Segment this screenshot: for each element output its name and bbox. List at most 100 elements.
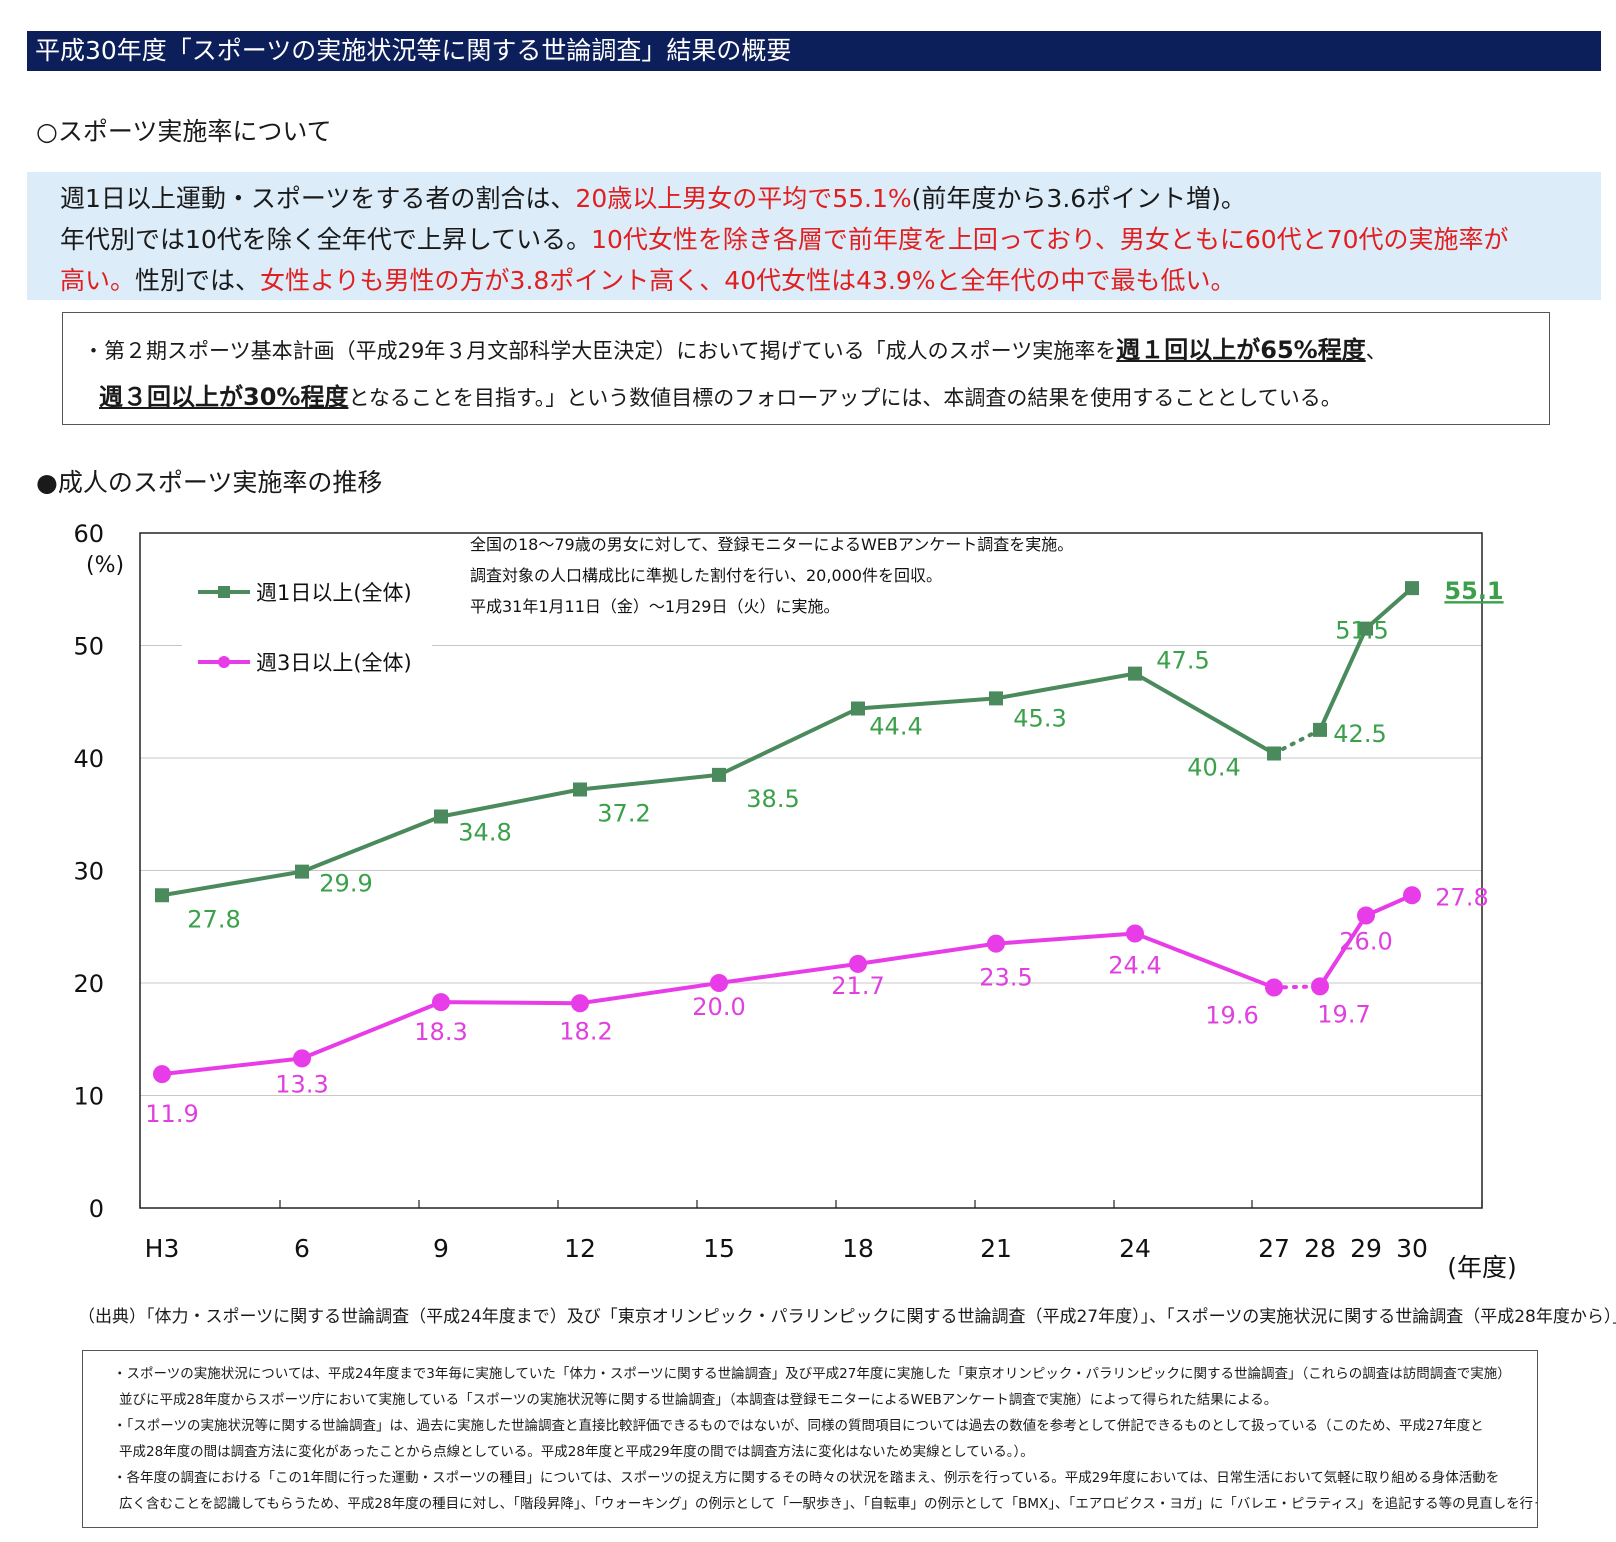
series-line-dotted <box>1272 727 1322 756</box>
data-point <box>153 1065 171 1084</box>
y-axis-unit: (%) <box>86 553 124 578</box>
data-point <box>432 993 450 1012</box>
data-point <box>434 809 448 824</box>
goal-target-weekly-thrice: 週３回以上が30%程度 <box>99 383 349 411</box>
note-line: 広く含むことを認識してもらうため、平成28年度の種目に対し、「階段昇降」、「ウォ… <box>119 1496 1538 1512</box>
summary-text: (前年度から3.6ポイント増)。 <box>911 184 1246 213</box>
x-tick-label: 29 <box>1350 1234 1382 1263</box>
sports-rate-line-chart: 0 10 20 30 40 50 60 (%) H3 6 9 12 15 18 21 24 27 28 29 30 (年… <box>73 520 1517 1282</box>
legend-label: 週3日以上(全体) <box>256 651 412 675</box>
data-label: 13.3 <box>275 1070 328 1098</box>
summary-highlight: 10代女性を除き各層で前年度を上回っており、男女ともに60代と70代の実施率が <box>591 225 1509 254</box>
chart-note: 調査対象の人口構成比に準拠した割付を行い、20,000件を回収。 <box>470 566 942 585</box>
data-point <box>712 767 726 782</box>
data-label: 47.5 <box>1156 647 1209 675</box>
data-point <box>293 1049 311 1068</box>
data-point <box>295 864 309 879</box>
notes-box: ・スポーツの実施状況については、平成24年度まで3年毎に実施していた「体力・スポ… <box>82 1350 1538 1528</box>
note-line: 平成28年度の間は調査方法に変化があったことから点線としている。平成28年度と平… <box>119 1444 1034 1460</box>
section-heading-rate: ○スポーツ実施率について <box>36 117 332 146</box>
goal-text: 、 <box>1365 339 1387 363</box>
series-line <box>1318 586 1414 731</box>
x-tick-label: 12 <box>564 1234 596 1263</box>
data-label: 45.3 <box>1013 704 1066 732</box>
chart-note: 平成31年1月11日（金）～1月29日（火）に実施。 <box>470 597 839 616</box>
summary-text: 年代別では10代を除く全年代で上昇している。 <box>60 225 592 254</box>
data-label: 20.0 <box>692 993 745 1021</box>
data-point <box>1311 977 1329 996</box>
data-label: 42.5 <box>1333 720 1386 748</box>
legend-label: 週1日以上(全体) <box>256 581 412 605</box>
data-point <box>1265 978 1283 997</box>
data-point <box>1313 722 1327 737</box>
data-point <box>573 782 587 797</box>
data-point <box>571 994 589 1013</box>
note-line: ・各年度の調査における「この1年間に行った運動・スポーツの種目」については、スポ… <box>113 1470 1500 1486</box>
x-tick-label: H3 <box>145 1234 180 1263</box>
data-point <box>155 888 169 903</box>
data-point <box>849 954 867 973</box>
x-tick-label: 30 <box>1396 1234 1428 1263</box>
data-label: 24.4 <box>1108 952 1161 980</box>
x-tick-label: 15 <box>703 1234 735 1263</box>
data-point <box>1128 666 1142 681</box>
data-label: 51.5 <box>1335 617 1388 645</box>
y-tick-label: 40 <box>73 745 104 773</box>
y-tick-label: 20 <box>73 970 104 998</box>
summary-box: 週1日以上運動・スポーツをする者の割合は、20歳以上男女の平均で55.1%(前年… <box>27 172 1601 300</box>
data-label: 40.4 <box>1187 754 1240 782</box>
y-tick-label: 30 <box>73 858 104 886</box>
source-citation: （出典）「体力・スポーツに関する世論調査（平成24年度まで）及び「東京オリンピッ… <box>78 1307 1616 1327</box>
x-tick-label: 9 <box>433 1234 449 1263</box>
summary-text: 性別では、 <box>135 266 261 295</box>
data-point <box>1126 924 1144 943</box>
data-label: 29.9 <box>319 870 372 898</box>
y-tick-label: 0 <box>89 1195 104 1223</box>
x-tick-label: 21 <box>980 1234 1012 1263</box>
data-label: 26.0 <box>1339 928 1392 956</box>
goal-target-weekly-once: 週１回以上が65%程度 <box>1116 336 1366 364</box>
chart-note: 全国の18～79歳の男女に対して、登録モニターによるWEBアンケート調査を実施。 <box>470 535 1073 554</box>
data-point <box>989 691 1003 706</box>
note-line: 並びに平成28年度からスポーツ庁において実施している「スポーツの実施状況等に関す… <box>119 1392 1278 1408</box>
y-tick-label: 10 <box>73 1083 104 1111</box>
data-point <box>1357 906 1375 925</box>
summary-highlight: 高い。 <box>60 266 136 295</box>
data-label: 18.2 <box>559 1017 612 1045</box>
goal-text: となることを目指す。」という数値目標のフォローアップには、本調査の結果を使用する… <box>348 386 1342 410</box>
data-label: 38.5 <box>746 785 799 813</box>
summary-text: 週1日以上運動・スポーツをする者の割合は、 <box>60 184 576 213</box>
y-tick-label: 60 <box>73 520 104 548</box>
data-label: 44.4 <box>869 713 922 741</box>
data-point <box>710 974 728 992</box>
page-title: 平成30年度「スポーツの実施状況等に関する世論調査」結果の概要 <box>27 31 1601 71</box>
data-point <box>1267 746 1281 761</box>
x-tick-label: 24 <box>1119 1234 1151 1263</box>
summary-highlight: 20歳以上男女の平均で55.1% <box>575 184 912 213</box>
note-line: ・スポーツの実施状況については、平成24年度まで3年毎に実施していた「体力・スポ… <box>113 1366 1511 1382</box>
x-tick-label: 28 <box>1304 1234 1336 1263</box>
data-label: 27.8 <box>187 905 240 933</box>
plot-area <box>139 532 1483 1209</box>
data-label: 19.7 <box>1317 1000 1370 1028</box>
legend-marker <box>218 586 230 598</box>
series-line <box>161 671 1275 898</box>
goal-box: ・第２期スポーツ基本計画（平成29年３月文部科学大臣決定）において掲げている「成… <box>62 312 1550 425</box>
data-label: 11.9 <box>145 1100 198 1128</box>
x-tick-label: 18 <box>842 1234 874 1263</box>
x-axis-unit: (年度) <box>1447 1253 1517 1282</box>
data-label: 55.1 <box>1444 577 1503 605</box>
x-tick-label: 27 <box>1258 1234 1290 1263</box>
data-label: 19.6 <box>1205 1002 1258 1030</box>
data-label: 37.2 <box>597 800 650 828</box>
y-tick-label: 50 <box>73 633 104 661</box>
data-point <box>1403 886 1421 905</box>
data-point <box>851 701 865 716</box>
data-point <box>1359 621 1373 636</box>
data-point <box>1405 581 1419 596</box>
data-label: 21.7 <box>831 972 884 1000</box>
data-label: 34.8 <box>458 819 511 847</box>
data-label: 18.3 <box>414 1018 467 1046</box>
x-tick-label: 6 <box>294 1234 310 1263</box>
data-point <box>987 934 1005 953</box>
